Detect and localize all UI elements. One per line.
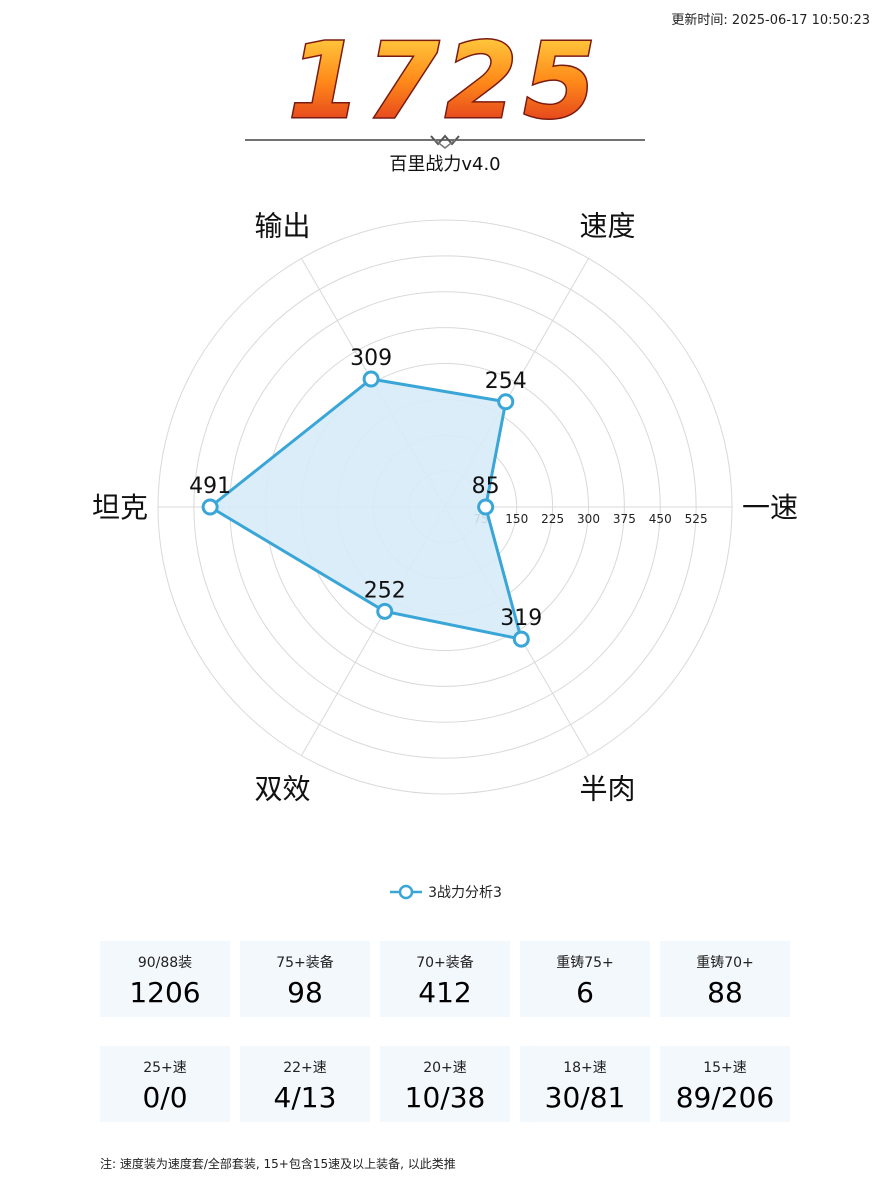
stat-card: 重铸75+ 6	[520, 941, 650, 1017]
stat-value: 6	[576, 976, 594, 1009]
equipment-stats: 90/88装 1206 75+装备 98 70+装备 412 重铸75+ 6 重…	[100, 941, 790, 1017]
title-divider	[245, 134, 645, 149]
stat-card: 90/88装 1206	[100, 941, 230, 1017]
speed-stats: 25+速 0/0 22+速 4/13 20+速 10/38 18+速 30/81…	[100, 1046, 790, 1122]
tick-label: 300	[577, 512, 600, 526]
data-label: 85	[472, 474, 500, 499]
stat-value: 412	[418, 976, 472, 1009]
axis-label: 坦克	[92, 491, 148, 524]
stat-label: 18+速	[563, 1060, 607, 1076]
axis-label: 半肉	[579, 772, 635, 805]
tick-label: 150	[505, 512, 528, 526]
stat-card: 18+速 30/81	[520, 1046, 650, 1122]
stat-card: 75+装备 98	[240, 941, 370, 1017]
tick-label: 225	[541, 512, 564, 526]
legend-label: 3战力分析3	[428, 885, 502, 901]
stat-value: 89/206	[675, 1081, 775, 1114]
stat-label: 20+速	[423, 1060, 467, 1076]
stat-value: 0/0	[142, 1081, 188, 1114]
score-value: 1725	[288, 22, 601, 132]
data-point	[477, 498, 495, 516]
stat-label: 25+速	[143, 1060, 187, 1076]
data-label: 309	[350, 346, 392, 371]
stat-value: 98	[287, 976, 323, 1009]
data-point	[497, 393, 515, 411]
axis-label: 速度	[579, 210, 635, 243]
data-label: 491	[189, 474, 231, 499]
stat-value: 10/38	[404, 1081, 486, 1114]
stat-label: 70+装备	[416, 955, 474, 971]
tick-label: 525	[685, 512, 708, 526]
chart-subtitle: 百里战力v4.0	[389, 154, 501, 175]
stat-card: 15+速 89/206	[660, 1046, 790, 1122]
update-time: 更新时间: 2025-06-17 10:50:23	[671, 13, 870, 28]
stat-card: 20+速 10/38	[380, 1046, 510, 1122]
data-label: 254	[485, 369, 527, 394]
legend-marker-icon	[390, 884, 423, 900]
data-label: 252	[364, 578, 406, 603]
tick-label: 375	[613, 512, 636, 526]
data-point	[362, 370, 380, 388]
data-point	[201, 498, 219, 516]
tick-label: 450	[649, 512, 672, 526]
score-logo: 1725	[287, 22, 601, 132]
axis-label: 一速	[742, 491, 798, 524]
footnote: 注: 速度装为速度套/全部套装, 15+包含15速及以上装备, 以此类推	[100, 1157, 456, 1171]
stat-label: 22+速	[283, 1060, 327, 1076]
radar-chart: 7515022530037545052585254309491252319一速速…	[92, 210, 798, 806]
stat-card: 25+速 0/0	[100, 1046, 230, 1122]
stat-value: 30/81	[544, 1081, 626, 1114]
stat-label: 重铸70+	[696, 955, 754, 971]
stat-label: 90/88装	[137, 955, 193, 971]
chart-legend: 3战力分析3	[0, 880, 890, 904]
data-label: 319	[500, 606, 542, 631]
stat-card: 重铸70+ 88	[660, 941, 790, 1017]
stat-label: 75+装备	[276, 955, 334, 971]
stat-label: 15+速	[703, 1060, 747, 1076]
axis-label: 双效	[254, 772, 310, 805]
stat-value: 88	[707, 976, 743, 1009]
stat-value: 4/13	[273, 1081, 337, 1114]
stat-card: 22+速 4/13	[240, 1046, 370, 1122]
axis-label: 输出	[254, 210, 310, 243]
stat-card: 70+装备 412	[380, 941, 510, 1017]
data-point	[512, 630, 530, 648]
stat-value: 1206	[129, 976, 201, 1009]
data-point	[376, 602, 394, 620]
stat-label: 重铸75+	[556, 955, 614, 971]
